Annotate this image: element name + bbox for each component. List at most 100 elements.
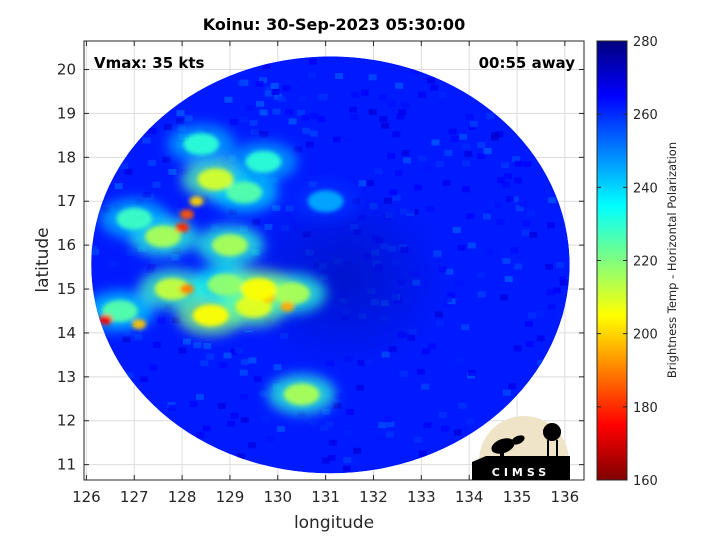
y-tick-label: 12 xyxy=(57,412,76,430)
storm-center xyxy=(237,184,453,372)
texture-cell xyxy=(248,357,257,364)
x-tick-label: 129 xyxy=(216,488,245,506)
convection-cell xyxy=(179,284,194,295)
texture-cell xyxy=(476,272,485,279)
convection-cell xyxy=(307,190,344,213)
texture-cell xyxy=(317,116,326,123)
texture-cell xyxy=(500,294,509,301)
texture-cell xyxy=(501,162,510,169)
texture-cell xyxy=(244,324,253,331)
texture-cell xyxy=(378,422,387,429)
texture-cell xyxy=(327,454,336,461)
y-tick-label: 19 xyxy=(57,104,76,122)
texture-cell xyxy=(465,114,474,121)
x-tick-label: 127 xyxy=(120,488,149,506)
texture-cell xyxy=(510,247,519,254)
convection-cell xyxy=(116,207,153,230)
texture-cell xyxy=(251,129,260,136)
texture-cell xyxy=(504,276,513,283)
texture-cell xyxy=(435,320,444,327)
texture-cell xyxy=(525,320,534,327)
texture-cell xyxy=(178,347,187,354)
texture-cell xyxy=(482,213,491,220)
deep-convection-cells xyxy=(98,133,344,406)
texture-cell xyxy=(117,330,126,337)
texture-cell xyxy=(546,289,555,296)
y-axis-label: latitude xyxy=(33,227,53,292)
texture-cell xyxy=(309,420,318,427)
texture-cell xyxy=(379,116,388,123)
texture-cell xyxy=(513,177,522,184)
texture-cell xyxy=(195,393,204,400)
texture-cell xyxy=(435,161,444,168)
texture-cell xyxy=(421,383,430,390)
texture-cell xyxy=(273,364,282,371)
plot-border xyxy=(83,40,585,481)
texture-cell xyxy=(105,332,114,339)
y-tick-label: 11 xyxy=(57,456,76,474)
texture-cell xyxy=(529,231,538,238)
texture-cell xyxy=(309,130,318,137)
texture-cell xyxy=(350,459,359,466)
x-ticks: 126 127 128 129 130 131 132 133 134 135 136 xyxy=(72,41,579,506)
texture-cell xyxy=(466,418,475,425)
texture-cell xyxy=(236,453,245,460)
texture-cell xyxy=(396,113,405,120)
texture-cell xyxy=(266,435,275,442)
texture-cell xyxy=(376,434,385,441)
texture-cell xyxy=(387,100,396,107)
texture-cell xyxy=(514,263,523,270)
texture-cell xyxy=(200,360,209,367)
x-tick-label: 133 xyxy=(407,488,436,506)
texture-cell xyxy=(442,179,451,186)
convection-cell xyxy=(98,314,113,325)
texture-cell xyxy=(417,91,426,98)
texture-cell xyxy=(175,117,184,124)
texture-cell xyxy=(325,421,334,428)
texture-cell xyxy=(555,261,564,268)
texture-cell xyxy=(331,77,340,84)
texture-cell xyxy=(553,287,562,294)
texture-cell xyxy=(493,202,502,209)
texture-cell xyxy=(184,115,193,122)
texture-cell xyxy=(182,338,191,345)
x-tick-label: 130 xyxy=(263,488,292,506)
texture-cell xyxy=(399,370,408,377)
texture-cell xyxy=(548,197,557,204)
texture-cell xyxy=(275,134,284,141)
texture-cell xyxy=(148,159,157,166)
texture-cell xyxy=(346,409,355,416)
cimss-logo-text: CIMSS xyxy=(492,466,550,479)
cimss-logo: CIMSS xyxy=(472,416,570,480)
texture-cell xyxy=(219,362,228,369)
texture-cell xyxy=(401,102,410,109)
texture-cell xyxy=(455,280,464,287)
texture-cell xyxy=(521,229,530,236)
x-tick-label: 135 xyxy=(503,488,532,506)
convection-cell xyxy=(144,225,181,248)
y-ticks: 11 12 13 14 15 16 17 18 19 20 xyxy=(57,61,584,474)
texture-cell xyxy=(276,425,285,432)
texture-cell xyxy=(559,279,568,286)
x-tick-label: 128 xyxy=(168,488,197,506)
texture-cell xyxy=(366,179,375,186)
texture-cell xyxy=(559,276,568,283)
texture-cell xyxy=(502,257,511,264)
texture-cell xyxy=(511,156,520,163)
texture-cell xyxy=(349,106,358,113)
texture-cell xyxy=(440,425,449,432)
texture-cell xyxy=(230,348,239,355)
texture-cell xyxy=(416,368,425,375)
texture-cell xyxy=(322,408,331,415)
texture-cell xyxy=(162,156,171,163)
texture-cell xyxy=(466,213,475,220)
texture-cell xyxy=(458,402,467,409)
texture-cell xyxy=(252,219,261,226)
texture-cell xyxy=(122,336,131,343)
convection-cell xyxy=(280,301,295,312)
texture-cell xyxy=(503,173,512,180)
convection-cell xyxy=(189,196,204,207)
texture-cell xyxy=(302,127,311,134)
texture-cell xyxy=(259,390,268,397)
texture-cell xyxy=(297,109,306,116)
